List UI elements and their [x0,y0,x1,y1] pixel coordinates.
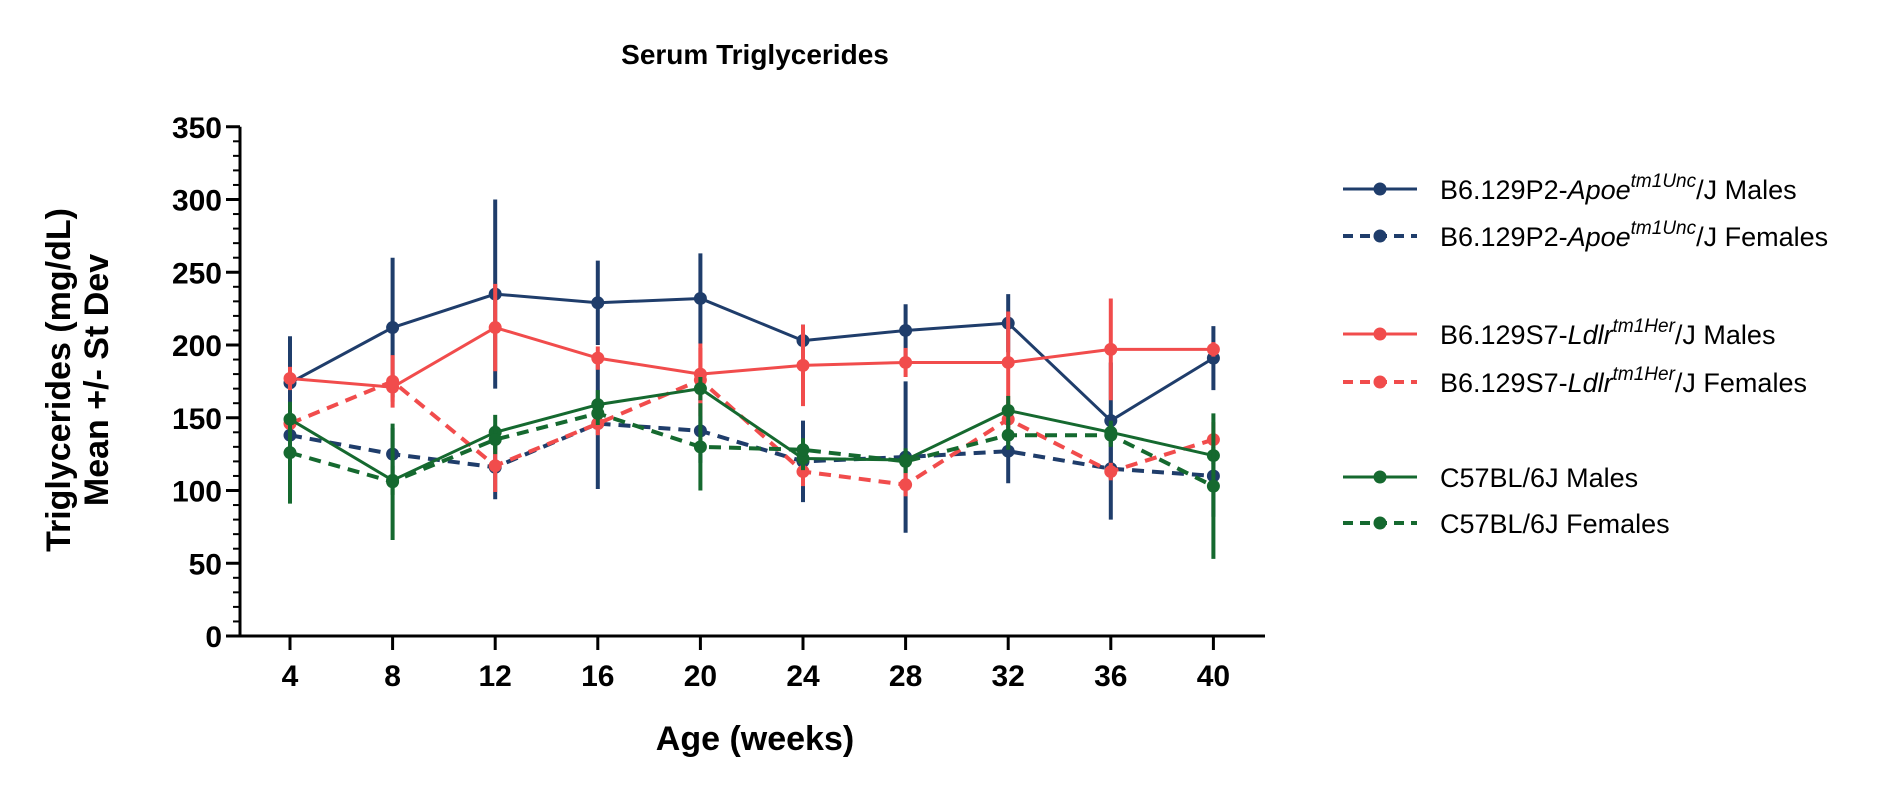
legend-item-3: B6.129S7-Ldlrtm1Her/J Males [1343,316,1775,350]
series-line [289,326,1214,389]
series-line [289,421,1214,478]
y-tick-label: 200 [172,330,222,363]
series-line [289,387,1214,482]
data-point [1104,428,1118,442]
y-axis-label-line-2: Mean +/- St Dev [78,254,116,506]
legend-label: B6.129P2-Apoetm1Unc/J Females [1440,218,1828,252]
legend-swatch-marker [1373,375,1387,389]
legend-swatch-marker [1373,229,1387,243]
data-point [1001,428,1015,442]
series-line [289,377,1214,487]
data-point [1104,342,1118,356]
y-tick-label: 250 [172,257,222,290]
axes: 0 50 100 150 200 250 300 350 4 8 12 16 20 24 28 32 36 40 [172,112,1265,693]
data-point [796,443,810,457]
data-point [899,323,913,337]
data-point [693,382,707,396]
chart-title: Serum Triglycerides [621,39,889,70]
data-point [591,406,605,420]
data-point [693,440,707,454]
legend-swatch-marker [1373,516,1387,530]
data-point [591,351,605,365]
legend-item-6: C57BL/6J Females [1343,509,1670,539]
x-tick-label: 12 [479,660,512,693]
data-point [899,355,913,369]
data-point [1001,403,1015,417]
series-3 [283,283,1220,414]
x-tick-label: 4 [282,660,299,693]
series-1 [283,199,1220,479]
y-axis-label-line-1: Triglycerides (mg/dL) [40,208,78,552]
x-tick-label: 36 [1094,660,1127,693]
legend-item-4: B6.129S7-Ldlrtm1Her/J Females [1343,364,1807,398]
data-point [591,296,605,310]
series-2 [283,358,1220,533]
data-point [488,321,502,335]
x-tick-label: 16 [581,660,614,693]
series-layer [283,199,1220,559]
y-tick-label: 100 [172,476,222,509]
data-point [1001,444,1015,458]
x-tick-label: 40 [1197,660,1230,693]
y-axis-label: Triglycerides (mg/dL) Mean +/- St Dev [40,208,116,552]
data-point [899,454,913,468]
data-point [386,374,400,388]
data-point [1104,465,1118,479]
data-point [386,475,400,489]
y-tick-label: 350 [172,112,222,145]
legend-item-1: B6.129P2-Apoetm1Unc/J Males [1343,171,1797,205]
y-tick-label: 150 [172,403,222,436]
data-point [283,371,297,385]
series-line [289,292,1215,423]
legend-item-5: C57BL/6J Males [1343,463,1638,493]
data-point [488,433,502,447]
legend-item-2: B6.129P2-Apoetm1Unc/J Females [1343,218,1828,252]
x-axis-label: Age (weeks) [656,720,854,758]
y-tick-label: 0 [205,621,222,654]
data-point [283,446,297,460]
y-tick-label: 50 [189,548,222,581]
series-5 [283,377,1220,495]
data-point [899,478,913,492]
legend-label: C57BL/6J Males [1440,463,1638,493]
x-tick-label: 28 [889,660,922,693]
series-line [289,411,1215,488]
series-6 [283,401,1220,559]
x-tick-label: 32 [992,660,1025,693]
legend-label: B6.129P2-Apoetm1Unc/J Males [1440,171,1797,205]
x-tick-label: 8 [384,660,401,693]
data-point [796,465,810,479]
y-tick-label: 300 [172,185,222,218]
x-tick-label: 20 [684,660,717,693]
legend: B6.129P2-Apoetm1Unc/J Males B6.129P2-Apoe… [1343,171,1828,539]
series-4 [283,343,1220,497]
legend-label: B6.129S7-Ldlrtm1Her/J Females [1440,364,1807,398]
legend-label: C57BL/6J Females [1440,509,1670,539]
data-point [796,358,810,372]
legend-swatch-marker [1373,327,1387,341]
data-point [693,291,707,305]
data-point [488,459,502,473]
data-point [386,321,400,335]
legend-label: B6.129S7-Ldlrtm1Her/J Males [1440,316,1775,350]
legend-swatch-marker [1373,182,1387,196]
data-point [1001,355,1015,369]
x-tick-label: 24 [786,660,820,693]
legend-swatch-marker [1373,470,1387,484]
data-point [1206,479,1220,493]
data-point [1206,342,1220,356]
